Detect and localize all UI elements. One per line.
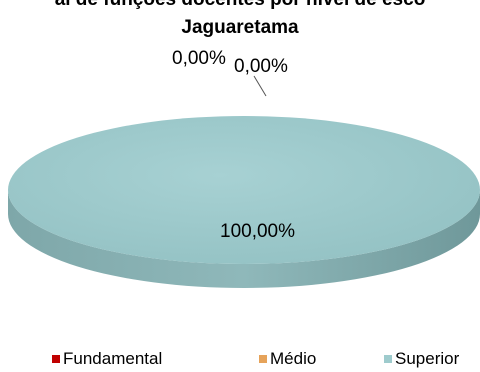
- legend-label-fundamental: Fundamental: [63, 349, 163, 368]
- chart-title-line-2: Jaguaretama: [181, 17, 299, 38]
- data-label-fundamental: 0,00%: [172, 48, 226, 69]
- legend-label-medio: Médio: [270, 349, 317, 368]
- legend-item-medio: Médio: [259, 349, 316, 369]
- legend-item-fundamental: Fundamental: [52, 349, 162, 369]
- legend: Fundamental Médio Superior: [0, 349, 480, 371]
- pie-slice-side-superior: [8, 190, 480, 288]
- legend-swatch-fundamental: [52, 355, 60, 363]
- legend-item-superior: Superior: [384, 349, 459, 369]
- legend-label-superior: Superior: [395, 349, 460, 368]
- data-label-superior: 100,00%: [220, 221, 295, 242]
- leader-line-medio: [253, 75, 267, 97]
- legend-swatch-medio: [259, 355, 267, 363]
- pie-slice-superior: [8, 116, 480, 264]
- data-label-medio: 0,00%: [234, 56, 288, 77]
- legend-swatch-superior: [384, 355, 392, 363]
- chart-title-line-1: al de funções docentes por nível de esco: [0, 0, 480, 11]
